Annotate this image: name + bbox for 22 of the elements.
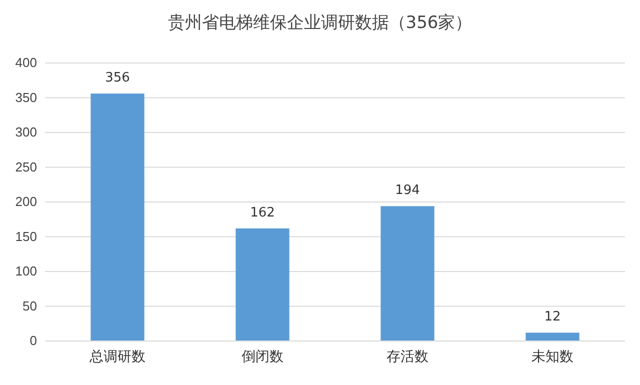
chart-title: 贵州省电梯维保企业调研数据（356家） — [168, 13, 472, 33]
bar — [236, 228, 290, 341]
y-tick-label: 350 — [15, 90, 37, 105]
y-tick-label: 0 — [30, 333, 37, 348]
data-label: 12 — [544, 310, 561, 325]
x-tick-label: 未知数 — [532, 348, 574, 364]
y-tick-label: 100 — [15, 264, 37, 279]
data-label: 162 — [250, 205, 275, 220]
bar — [380, 206, 434, 341]
y-tick-label: 400 — [15, 55, 37, 70]
x-tick-label: 倒闭数 — [242, 348, 284, 364]
y-tick-label: 300 — [15, 124, 37, 140]
bar — [90, 94, 144, 341]
bar — [526, 332, 580, 341]
data-label: 356 — [105, 70, 130, 86]
x-tick-label: 存活数 — [386, 348, 428, 364]
y-tick-label: 150 — [15, 228, 37, 244]
data-label: 194 — [395, 183, 420, 198]
y-tick-label: 250 — [15, 159, 37, 174]
y-tick-label: 200 — [15, 194, 37, 210]
y-tick-label: 50 — [22, 298, 37, 314]
x-tick-label: 总调研数 — [88, 348, 146, 364]
